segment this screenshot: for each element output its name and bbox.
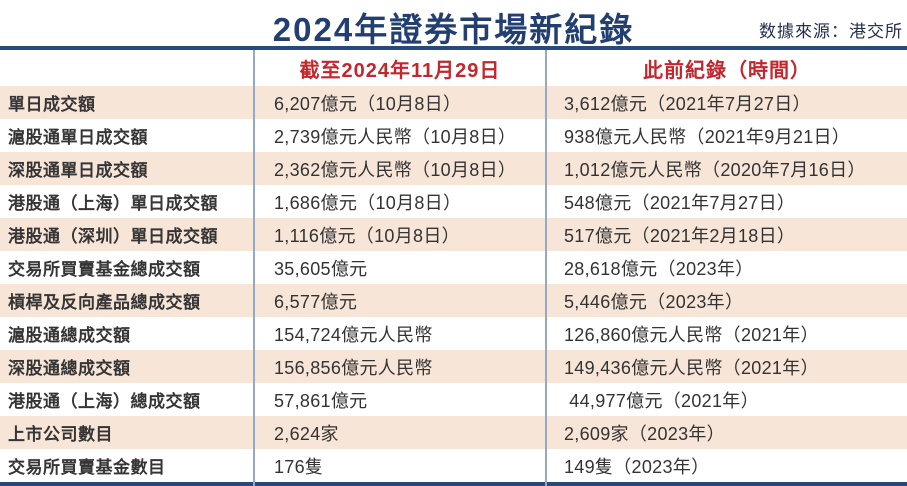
current-value: 2,624家	[274, 423, 339, 444]
previous-value: 2,609家（2023年）	[564, 423, 725, 444]
previous-value: 149,436億元人民幣（2021年）	[564, 357, 819, 378]
current-value: 6,207億元（10月8日）	[274, 93, 462, 114]
current-value: 154,724億元人民幣	[274, 324, 433, 345]
row-label: 深股通總成交額	[8, 359, 131, 378]
previous-value: 149隻（2023年）	[564, 456, 710, 477]
current-value: 2,739億元人民幣（10月8日）	[274, 126, 517, 147]
current-value: 57,861億元	[274, 390, 368, 411]
current-value: 6,577億元	[274, 291, 358, 312]
row-label: 槓桿及反向產品總成交額	[8, 293, 201, 312]
current-value: 1,686億元（10月8日）	[274, 192, 462, 213]
previous-value: 3,612億元（2021年7月27日）	[564, 93, 811, 114]
previous-value: 1,012億元人民幣（2020年7月16日）	[564, 159, 866, 180]
column-separator-1	[253, 50, 255, 486]
previous-value: 548億元（2021年7月27日）	[564, 192, 796, 213]
previous-value: 28,618億元（2023年）	[564, 258, 754, 279]
table-row: 上市公司數目 2,624家 2,609家（2023年）	[0, 416, 907, 449]
previous-value: 44,977億元（2021年）	[564, 390, 759, 411]
table-row: 交易所買賣基金數目 176隻 149隻（2023年）	[0, 449, 907, 482]
top-rule	[0, 46, 907, 50]
current-value: 35,605億元	[274, 258, 368, 279]
table-header-row: 截至2024年11月29日 此前紀錄（時間）	[0, 50, 907, 86]
masthead: 2024年證券市場新紀錄 数據來源：港交所	[0, 0, 907, 48]
table-row: 深股通總成交額 156,856億元人民幣 149,436億元人民幣（2021年）	[0, 350, 907, 383]
table-row: 深股通單日成交額 2,362億元人民幣（10月8日） 1,012億元人民幣（20…	[0, 152, 907, 185]
current-value: 1,116億元（10月8日）	[274, 225, 460, 246]
page-title: 2024年證券市場新紀錄	[272, 11, 635, 48]
row-label: 港股通（上海）總成交額	[8, 392, 201, 411]
row-label: 港股通（深圳）單日成交額	[8, 227, 218, 246]
current-value: 156,856億元人民幣	[274, 357, 433, 378]
row-label: 單日成交額	[8, 95, 96, 114]
column-separator-2	[545, 50, 547, 486]
bottom-rule	[0, 482, 907, 486]
previous-value: 126,860億元人民幣（2021年）	[564, 324, 819, 345]
table-row: 港股通（上海）單日成交額 1,686億元（10月8日） 548億元（2021年7…	[0, 185, 907, 218]
row-label: 深股通單日成交額	[8, 161, 148, 180]
row-label: 交易所買賣基金總成交額	[8, 260, 201, 279]
table-row: 滬股通總成交額 154,724億元人民幣 126,860億元人民幣（2021年）	[0, 317, 907, 350]
previous-value: 938億元人民幣（2021年9月21日）	[564, 126, 851, 147]
column-header-previous: 此前紀錄（時間）	[643, 59, 811, 82]
row-label: 港股通（上海）單日成交額	[8, 194, 218, 213]
table-row: 滬股通單日成交額 2,739億元人民幣（10月8日） 938億元人民幣（2021…	[0, 119, 907, 152]
table-row: 交易所買賣基金總成交額 35,605億元 28,618億元（2023年）	[0, 251, 907, 284]
previous-value: 5,446億元（2023年）	[564, 291, 744, 312]
current-value: 2,362億元人民幣（10月8日）	[274, 159, 517, 180]
previous-value: 517億元（2021年2月18日）	[564, 225, 796, 246]
column-header-item	[0, 50, 253, 86]
row-label: 交易所買賣基金數目	[8, 458, 166, 477]
table-row: 港股通（深圳）單日成交額 1,116億元（10月8日） 517億元（2021年2…	[0, 218, 907, 251]
row-label: 滬股通總成交額	[8, 326, 131, 345]
data-source-credit: 数據來源：港交所	[759, 22, 903, 41]
current-value: 176隻	[274, 456, 324, 477]
table-row: 港股通（上海）總成交額 57,861億元 44,977億元（2021年）	[0, 383, 907, 416]
table-row: 單日成交額 6,207億元（10月8日） 3,612億元（2021年7月27日）	[0, 86, 907, 119]
table-row: 槓桿及反向產品總成交額 6,577億元 5,446億元（2023年）	[0, 284, 907, 317]
column-header-current: 截至2024年11月29日	[299, 59, 501, 82]
row-label: 上市公司數目	[8, 425, 113, 444]
row-label: 滬股通單日成交額	[8, 128, 148, 147]
